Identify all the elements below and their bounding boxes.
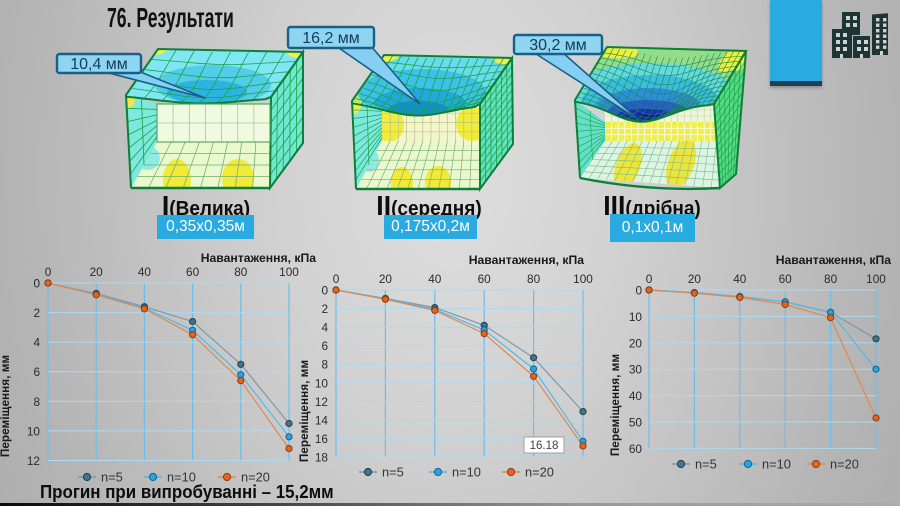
svg-text:4: 4 bbox=[321, 321, 328, 335]
svg-text:Переміщення, мм: Переміщення, мм bbox=[297, 360, 311, 462]
svg-text:0: 0 bbox=[33, 277, 40, 291]
svg-text:60: 60 bbox=[186, 265, 200, 279]
svg-text:n=10: n=10 bbox=[452, 465, 481, 480]
svg-text:0: 0 bbox=[635, 284, 642, 298]
svg-text:18: 18 bbox=[315, 451, 329, 465]
svg-text:30: 30 bbox=[629, 363, 643, 377]
svg-text:16.18: 16.18 bbox=[530, 440, 559, 452]
svg-text:6: 6 bbox=[321, 339, 328, 353]
svg-text:12: 12 bbox=[27, 454, 40, 468]
svg-text:40: 40 bbox=[138, 265, 152, 279]
svg-text:40: 40 bbox=[733, 272, 747, 286]
svg-text:n=10: n=10 bbox=[762, 457, 791, 472]
svg-text:0: 0 bbox=[321, 284, 328, 298]
svg-text:40: 40 bbox=[428, 272, 442, 286]
svg-text:Навантаження, кПа: Навантаження, кПа bbox=[201, 251, 317, 265]
svg-text:0: 0 bbox=[646, 272, 653, 286]
svg-text:Навантаження, кПа: Навантаження, кПа bbox=[776, 253, 892, 267]
svg-text:40: 40 bbox=[629, 389, 643, 403]
svg-text:0: 0 bbox=[45, 265, 52, 279]
svg-text:n=20: n=20 bbox=[830, 457, 859, 472]
svg-text:20: 20 bbox=[688, 272, 702, 286]
svg-text:10,4 мм: 10,4 мм bbox=[70, 56, 128, 73]
svg-text:Навантаження, кПа: Навантаження, кПа bbox=[469, 253, 585, 267]
svg-text:Переміщення, мм: Переміщення, мм bbox=[0, 355, 12, 457]
svg-text:8: 8 bbox=[321, 358, 328, 372]
svg-text:20: 20 bbox=[90, 265, 104, 279]
svg-text:100: 100 bbox=[866, 272, 886, 286]
svg-text:Переміщення, мм: Переміщення, мм bbox=[608, 354, 622, 456]
svg-text:80: 80 bbox=[824, 272, 838, 286]
svg-text:60: 60 bbox=[779, 272, 793, 286]
svg-text:10: 10 bbox=[315, 376, 329, 390]
svg-text:4: 4 bbox=[33, 336, 40, 350]
svg-text:2: 2 bbox=[33, 306, 40, 320]
svg-text:0: 0 bbox=[333, 272, 340, 286]
svg-text:n=20: n=20 bbox=[241, 470, 270, 485]
svg-text:2: 2 bbox=[321, 302, 328, 316]
svg-text:30,2 мм: 30,2 мм bbox=[529, 37, 587, 54]
svg-text:14: 14 bbox=[315, 413, 329, 427]
svg-text:12: 12 bbox=[315, 395, 328, 409]
svg-text:50: 50 bbox=[629, 416, 643, 430]
svg-text:8: 8 bbox=[33, 395, 40, 409]
svg-text:60: 60 bbox=[478, 272, 492, 286]
svg-text:60: 60 bbox=[629, 442, 643, 456]
svg-text:80: 80 bbox=[527, 272, 541, 286]
svg-text:20: 20 bbox=[379, 272, 393, 286]
svg-text:6: 6 bbox=[33, 365, 40, 379]
svg-text:n=20: n=20 bbox=[525, 465, 554, 480]
svg-text:10: 10 bbox=[27, 424, 41, 438]
svg-text:n=10: n=10 bbox=[167, 470, 196, 485]
svg-text:16: 16 bbox=[315, 432, 329, 446]
svg-text:80: 80 bbox=[234, 265, 248, 279]
svg-text:100: 100 bbox=[573, 272, 593, 286]
svg-text:100: 100 bbox=[279, 265, 299, 279]
svg-text:20: 20 bbox=[629, 336, 643, 350]
svg-text:n=5: n=5 bbox=[695, 457, 717, 472]
svg-text:n=5: n=5 bbox=[382, 465, 404, 480]
svg-text:n=5: n=5 bbox=[101, 470, 123, 485]
svg-text:10: 10 bbox=[629, 310, 643, 324]
svg-text:16,2 мм: 16,2 мм bbox=[302, 30, 360, 47]
